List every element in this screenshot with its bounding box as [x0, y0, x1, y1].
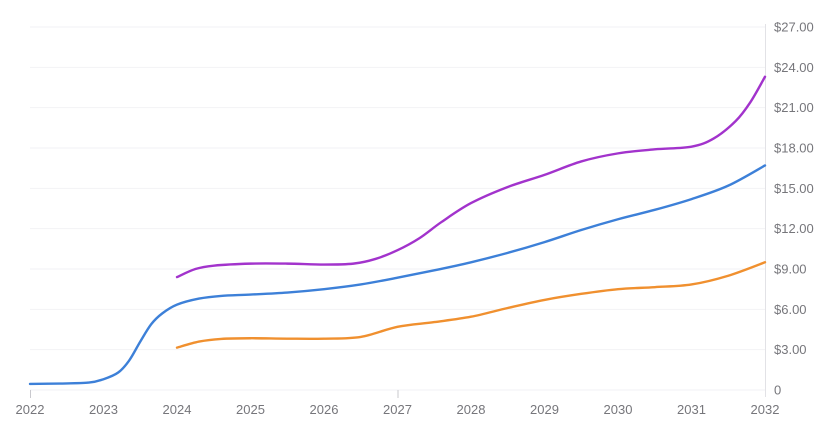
y-axis-label: $15.00: [774, 181, 814, 196]
series-line-purple[interactable]: [175, 75, 767, 279]
series-line-blue[interactable]: [28, 164, 767, 386]
x-axis-label: 2031: [677, 402, 706, 417]
x-axis-tick-marks: [30, 390, 399, 398]
y-axis-label: $9.00: [774, 262, 807, 277]
series-lines: [28, 75, 767, 386]
x-axis-label: 2028: [457, 402, 486, 417]
x-axis-label: 2024: [163, 402, 192, 417]
y-axis-label: $12.00: [774, 221, 814, 236]
gridlines: [30, 26, 765, 391]
series-line-orange[interactable]: [175, 261, 767, 349]
x-axis-label: 2023: [89, 402, 118, 417]
y-axis-label: $24.00: [774, 60, 814, 75]
x-axis-label: 2032: [751, 402, 780, 417]
x-axis-labels: 2022 2023 2024 2025 2026 2027 2028 2029 2030 2031…: [16, 402, 780, 417]
y-axis-label: $21.00: [774, 100, 814, 115]
x-axis-label: 2026: [310, 402, 339, 417]
x-axis-label: 2027: [383, 402, 412, 417]
x-axis-label: 2025: [236, 402, 265, 417]
x-axis-label: 2030: [604, 402, 633, 417]
y-axis-label: $27.00: [774, 20, 814, 35]
y-axis-label: $18.00: [774, 141, 814, 156]
y-axis-label: $6.00: [774, 302, 807, 317]
y-axis-labels: $27.00 $24.00 $21.00 $18.00 $15.00 $12.00 $9.0…: [774, 20, 814, 398]
x-axis-label: 2029: [530, 402, 559, 417]
y-axis-label: $3.00: [774, 342, 807, 357]
y-axis-label: 0: [774, 383, 781, 398]
x-axis-label: 2022: [16, 402, 45, 417]
